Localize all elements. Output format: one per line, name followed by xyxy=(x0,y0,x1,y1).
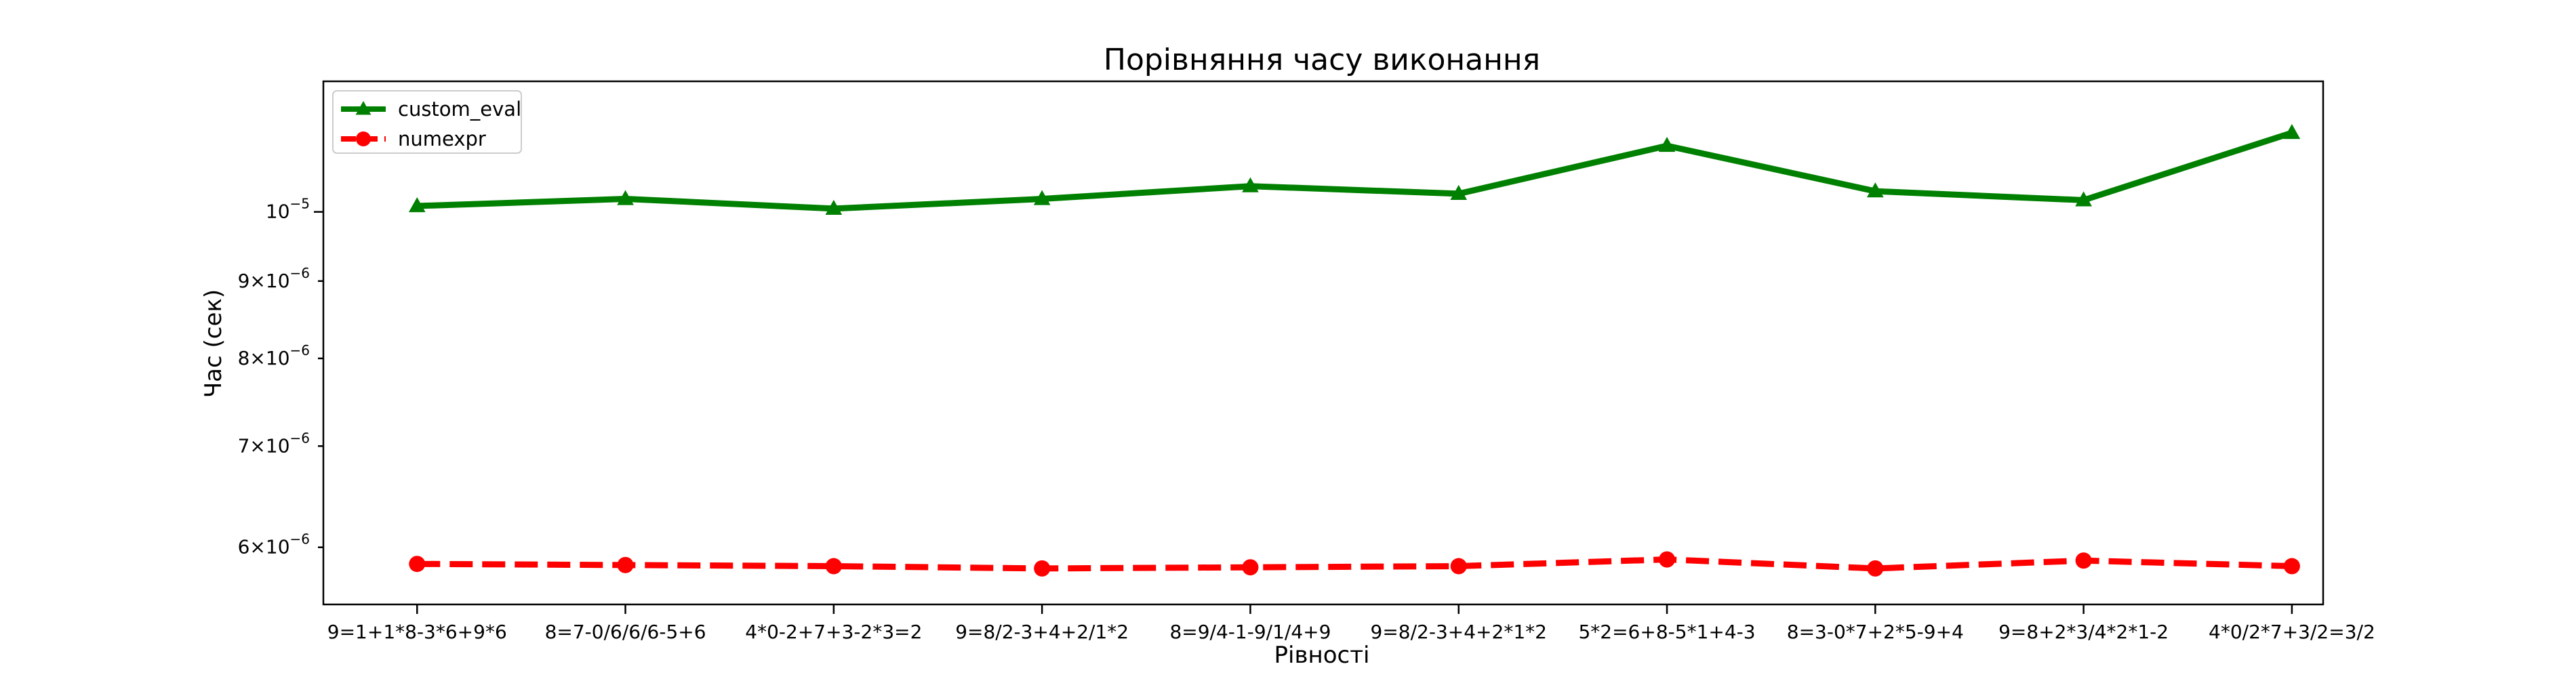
legend-label: custom_eval xyxy=(398,98,521,121)
x-tick-label: 4*0-2+7+3-2*3=2 xyxy=(745,621,922,643)
x-tick-label: 8=3-0*7+2*5-9+4 xyxy=(1787,621,1964,643)
series-line-numexpr xyxy=(417,556,2293,572)
data-point-custom_eval xyxy=(2075,191,2092,207)
legend-marker xyxy=(356,131,371,146)
data-point-custom_eval xyxy=(617,190,634,205)
x-tick-label: 9=8/2-3+4+2*1*2 xyxy=(1371,621,1547,643)
chart-title: Порівняння часу виконання xyxy=(1104,43,1540,77)
data-point-custom_eval xyxy=(1450,184,1468,201)
x-tick-label: 9=1+1*8-3*6+9*6 xyxy=(327,621,507,643)
x-axis-ticks: 9=1+1*8-3*6+9*6 8=7-0/6/6/6-5+6 4*0-2+7+3-… xyxy=(327,604,2375,643)
x-tick-label: 8=7-0/6/6/6-5+6 xyxy=(545,621,706,643)
data-point-numexpr xyxy=(1659,551,1676,568)
plot-area xyxy=(322,80,2325,606)
data-point-custom_eval xyxy=(2283,123,2301,140)
series-line-custom_eval xyxy=(417,129,2293,212)
data-point-numexpr xyxy=(1242,559,1259,576)
y-tick-label: 10−5 xyxy=(266,196,310,223)
x-axis-label: Рівності xyxy=(1274,642,1370,669)
data-point-custom_eval xyxy=(1658,137,1676,152)
data-point-custom_eval xyxy=(408,197,426,213)
data-point-numexpr xyxy=(617,556,634,573)
data-point-numexpr xyxy=(2075,552,2092,569)
data-point-numexpr xyxy=(2283,558,2300,575)
legend-label: numexpr xyxy=(398,127,486,150)
y-axis-ticks: 10−5 9×10−6 8×10−6 7×10−6 6×10−6 xyxy=(238,196,323,558)
y-tick-label: 7×10−6 xyxy=(238,430,310,457)
data-point-numexpr xyxy=(1034,560,1051,577)
x-tick-label: 9=8+2*3/4*2*1-2 xyxy=(1998,621,2169,643)
y-tick-label: 9×10−6 xyxy=(238,265,310,292)
data-point-custom_eval xyxy=(825,199,843,215)
legend-marker xyxy=(355,101,371,115)
x-tick-label: 9=8/2-3+4+2/1*2 xyxy=(955,621,1129,643)
data-point-numexpr xyxy=(409,556,426,573)
data-point-numexpr xyxy=(1450,558,1467,575)
data-point-numexpr xyxy=(825,558,842,575)
data-point-custom_eval xyxy=(1242,177,1259,192)
data-point-custom_eval xyxy=(1866,182,1884,198)
y-tick-label: 8×10−6 xyxy=(238,342,310,369)
y-tick-label: 6×10−6 xyxy=(238,531,310,558)
plot-frame xyxy=(322,80,2325,606)
data-point-custom_eval xyxy=(1033,190,1051,205)
data-point-numexpr xyxy=(1867,560,1884,577)
y-axis-label: Час (сек) xyxy=(200,289,227,398)
x-tick-label: 5*2=6+8-5*1+4-3 xyxy=(1578,621,1755,643)
x-tick-label: 8=9/4-1-9/1/4+9 xyxy=(1169,621,1331,643)
x-tick-label: 4*0/2*7+3/2=3/2 xyxy=(2209,621,2375,643)
